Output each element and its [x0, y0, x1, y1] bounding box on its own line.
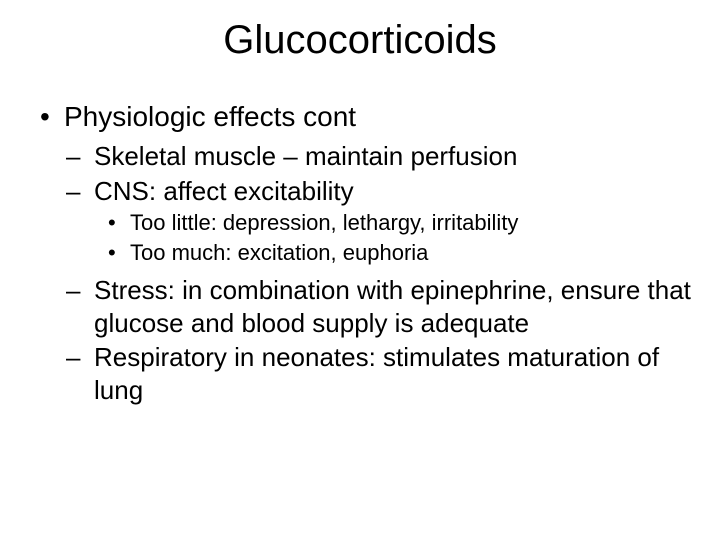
bullet-l2: CNS: affect excitability — [66, 175, 696, 208]
bullet-l3: Too much: excitation, euphoria — [108, 239, 696, 267]
bullet-l2: Stress: in combination with epinephrine,… — [66, 274, 696, 339]
slide: Glucocorticoids Physiologic effects cont… — [0, 0, 720, 540]
bullet-l2: Respiratory in neonates: stimulates matu… — [66, 341, 696, 406]
bullet-l2: Skeletal muscle – maintain perfusion — [66, 140, 696, 173]
bullet-l3: Too little: depression, lethargy, irrita… — [108, 209, 696, 237]
slide-content: Physiologic effects cont Skeletal muscle… — [24, 99, 696, 406]
bullet-l1: Physiologic effects cont — [36, 99, 696, 134]
slide-title: Glucocorticoids — [24, 18, 696, 63]
